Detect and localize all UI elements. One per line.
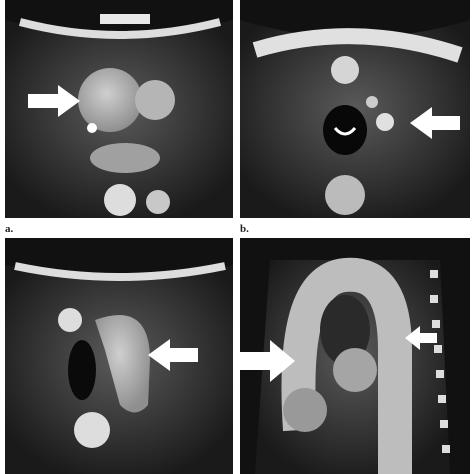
panel-label: a. [5,223,14,235]
panel-d [237,238,470,474]
panel-b [240,0,470,218]
panel-label: b. [240,223,249,235]
panel-a [5,0,233,218]
panel-c [5,238,233,474]
